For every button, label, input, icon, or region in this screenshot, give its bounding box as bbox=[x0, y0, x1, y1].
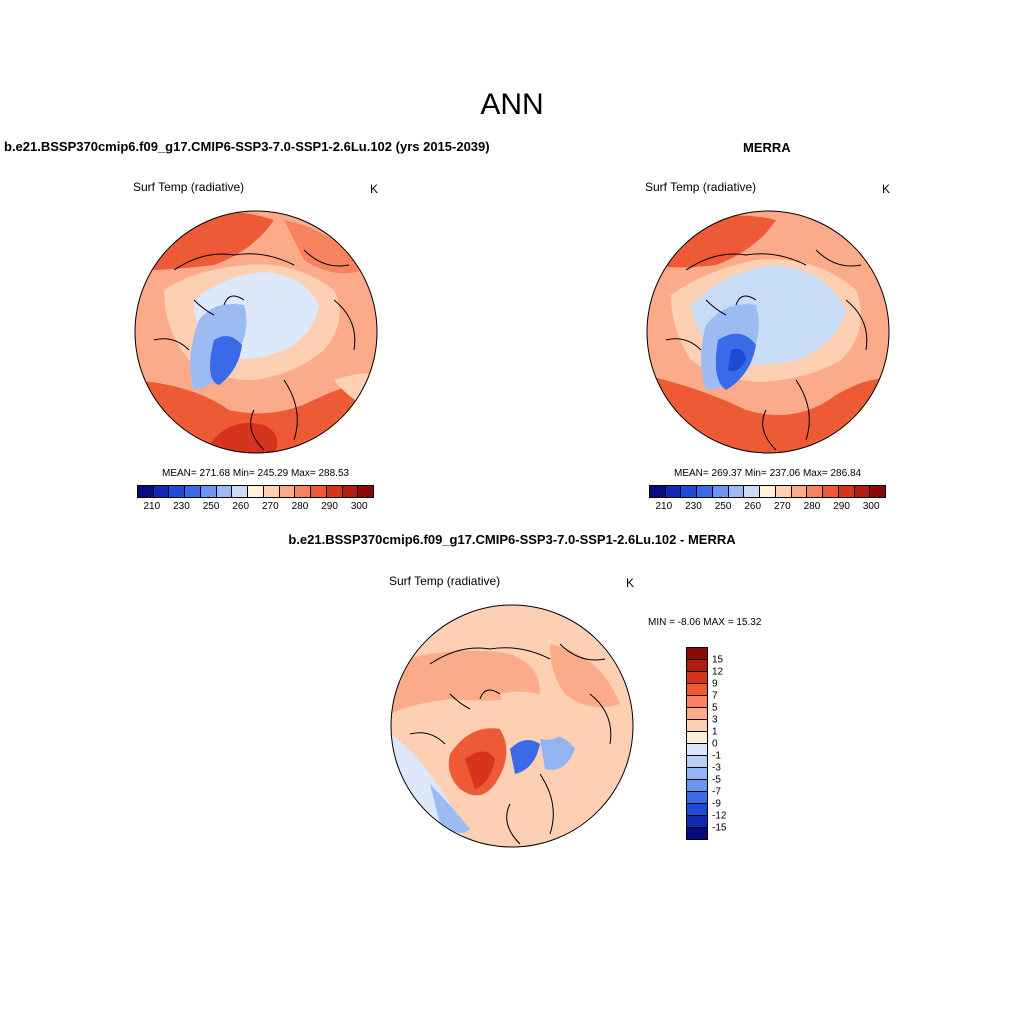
diff-colorbar-tick-label: -7 bbox=[712, 786, 721, 798]
diff-colorbar-tick-label: 0 bbox=[712, 738, 718, 750]
right-colorbar-swatch bbox=[823, 486, 839, 497]
left-colorbar-tick-label: 270 bbox=[261, 501, 279, 512]
diff-colorbar-swatch bbox=[687, 720, 707, 732]
diff-colorbar-swatch bbox=[687, 816, 707, 828]
left-colorbar-swatch bbox=[138, 486, 154, 497]
diff-colorbar-swatch bbox=[687, 780, 707, 792]
diff-colorbar-swatch bbox=[687, 660, 707, 672]
right-colorbar-swatch bbox=[807, 486, 824, 497]
diff-colorbar-tick-label: 12 bbox=[712, 666, 724, 678]
left-colorbar-swatch bbox=[185, 486, 201, 497]
left-colorbar-tick-label: 290 bbox=[321, 501, 338, 512]
right-polar-map bbox=[646, 210, 890, 454]
left-colorbar-tick-label: 250 bbox=[202, 501, 220, 512]
right-variable-label: Surf Temp (radiative) bbox=[645, 180, 757, 194]
left-panel-title: b.e21.BSSP370cmip6.f09_g17.CMIP6-SSP3-7.… bbox=[4, 139, 490, 154]
right-stats: MEAN= 269.37 Min= 237.06 Max= 286.84 bbox=[674, 468, 862, 479]
right-units-label: K bbox=[882, 182, 891, 196]
left-colorbar-tick-label: 260 bbox=[232, 501, 250, 512]
left-colorbar-swatch bbox=[153, 486, 170, 497]
diff-colorbar-swatch bbox=[687, 744, 707, 756]
left-units-label: K bbox=[370, 182, 379, 196]
left-colorbar-swatch bbox=[200, 486, 217, 497]
left-polar-map bbox=[134, 210, 378, 454]
diff-colorbar-tick-label: 3 bbox=[712, 714, 718, 726]
left-colorbar-swatch bbox=[358, 486, 374, 497]
right-colorbar-swatch bbox=[697, 486, 713, 497]
diff-colorbar-swatch bbox=[687, 708, 707, 720]
diff-colorbar-swatch bbox=[687, 732, 707, 744]
left-colorbar-swatch bbox=[279, 486, 296, 497]
diff-colorbar-tick-label: 5 bbox=[712, 702, 718, 714]
diff-colorbar-tick-label: -1 bbox=[712, 750, 721, 762]
diff-colorbar-swatch bbox=[687, 828, 707, 839]
diff-colorbar-swatch bbox=[687, 696, 707, 708]
diff-colorbar-swatch bbox=[687, 648, 707, 660]
right-colorbar-tick-label: 210 bbox=[655, 501, 673, 512]
diff-colorbar-swatch bbox=[687, 756, 707, 768]
diff-colorbar-tick-label: -5 bbox=[712, 774, 721, 786]
diff-colorbar-tick-label: -15 bbox=[712, 822, 727, 834]
left-stats: MEAN= 271.68 Min= 245.29 Max= 288.53 bbox=[162, 468, 350, 479]
right-colorbar-swatch bbox=[775, 486, 792, 497]
right-colorbar-swatch bbox=[728, 486, 745, 497]
right-colorbar-swatch bbox=[665, 486, 682, 497]
left-colorbar: 210 230 250 260 270 280 290 300 bbox=[137, 485, 374, 515]
diff-colorbar-tick-label: 15 bbox=[712, 654, 724, 666]
diff-colorbar-tick-label: 7 bbox=[712, 690, 718, 702]
right-colorbar-swatch bbox=[870, 486, 886, 497]
diff-polar-map bbox=[390, 604, 634, 848]
right-colorbar-swatch bbox=[681, 486, 698, 497]
diff-colorbar-tick-label: -12 bbox=[712, 810, 727, 822]
right-colorbar-swatch bbox=[712, 486, 729, 497]
main-title: ANN bbox=[480, 88, 544, 121]
left-colorbar-swatch bbox=[326, 486, 343, 497]
right-colorbar-tick-label: 230 bbox=[685, 501, 702, 512]
diff-colorbar-swatch bbox=[687, 672, 707, 684]
left-colorbar-swatch bbox=[263, 486, 280, 497]
left-colorbar-swatch bbox=[342, 486, 359, 497]
left-colorbar-swatch bbox=[248, 486, 264, 497]
left-variable-label: Surf Temp (radiative) bbox=[133, 180, 245, 194]
right-colorbar-swatch bbox=[650, 486, 666, 497]
left-colorbar-swatch bbox=[295, 486, 312, 497]
right-panel-title: MERRA bbox=[743, 140, 791, 155]
right-colorbar-tick-label: 300 bbox=[862, 501, 880, 512]
diff-colorbar-swatch bbox=[687, 804, 707, 816]
diff-colorbar-tick-label: -9 bbox=[712, 798, 721, 810]
right-colorbar-tick-label: 260 bbox=[744, 501, 762, 512]
left-colorbar-tick-label: 210 bbox=[143, 501, 161, 512]
diff-colorbar-tick-label: 1 bbox=[712, 726, 718, 738]
diff-units-label: K bbox=[626, 576, 635, 590]
left-colorbar-swatch bbox=[232, 486, 249, 497]
diff-colorbar-swatch bbox=[687, 684, 707, 696]
diff-colorbar: 15 12 9 7 5 3 1 0 -1 -3 -5 -7 -9 -12 -15 bbox=[686, 647, 766, 847]
right-colorbar-swatch bbox=[744, 486, 761, 497]
diff-variable-label: Surf Temp (radiative) bbox=[389, 574, 501, 588]
right-colorbar-tick-label: 290 bbox=[833, 501, 850, 512]
right-colorbar-tick-label: 270 bbox=[773, 501, 791, 512]
left-colorbar-tick-label: 230 bbox=[173, 501, 190, 512]
right-colorbar-swatch bbox=[854, 486, 871, 497]
left-colorbar-tick-label: 280 bbox=[291, 501, 309, 512]
right-colorbar-tick-label: 280 bbox=[803, 501, 821, 512]
diff-colorbar-tick-label: 9 bbox=[712, 678, 718, 690]
right-colorbar-swatch bbox=[760, 486, 776, 497]
diff-panel-title: b.e21.BSSP370cmip6.f09_g17.CMIP6-SSP3-7.… bbox=[288, 532, 736, 547]
diff-colorbar-swatch bbox=[687, 792, 707, 804]
right-colorbar-swatch bbox=[838, 486, 855, 497]
diff-stats: MIN = -8.06 MAX = 15.32 bbox=[648, 617, 762, 628]
left-colorbar-tick-label: 300 bbox=[350, 501, 368, 512]
right-colorbar-swatch bbox=[791, 486, 808, 497]
right-colorbar-tick-label: 250 bbox=[714, 501, 732, 512]
left-colorbar-swatch bbox=[311, 486, 327, 497]
left-colorbar-swatch bbox=[216, 486, 233, 497]
left-colorbar-swatch bbox=[169, 486, 186, 497]
right-colorbar: 210 230 250 260 270 280 290 300 bbox=[649, 485, 886, 515]
diff-colorbar-swatch bbox=[687, 768, 707, 780]
diff-colorbar-tick-label: -3 bbox=[712, 762, 721, 774]
